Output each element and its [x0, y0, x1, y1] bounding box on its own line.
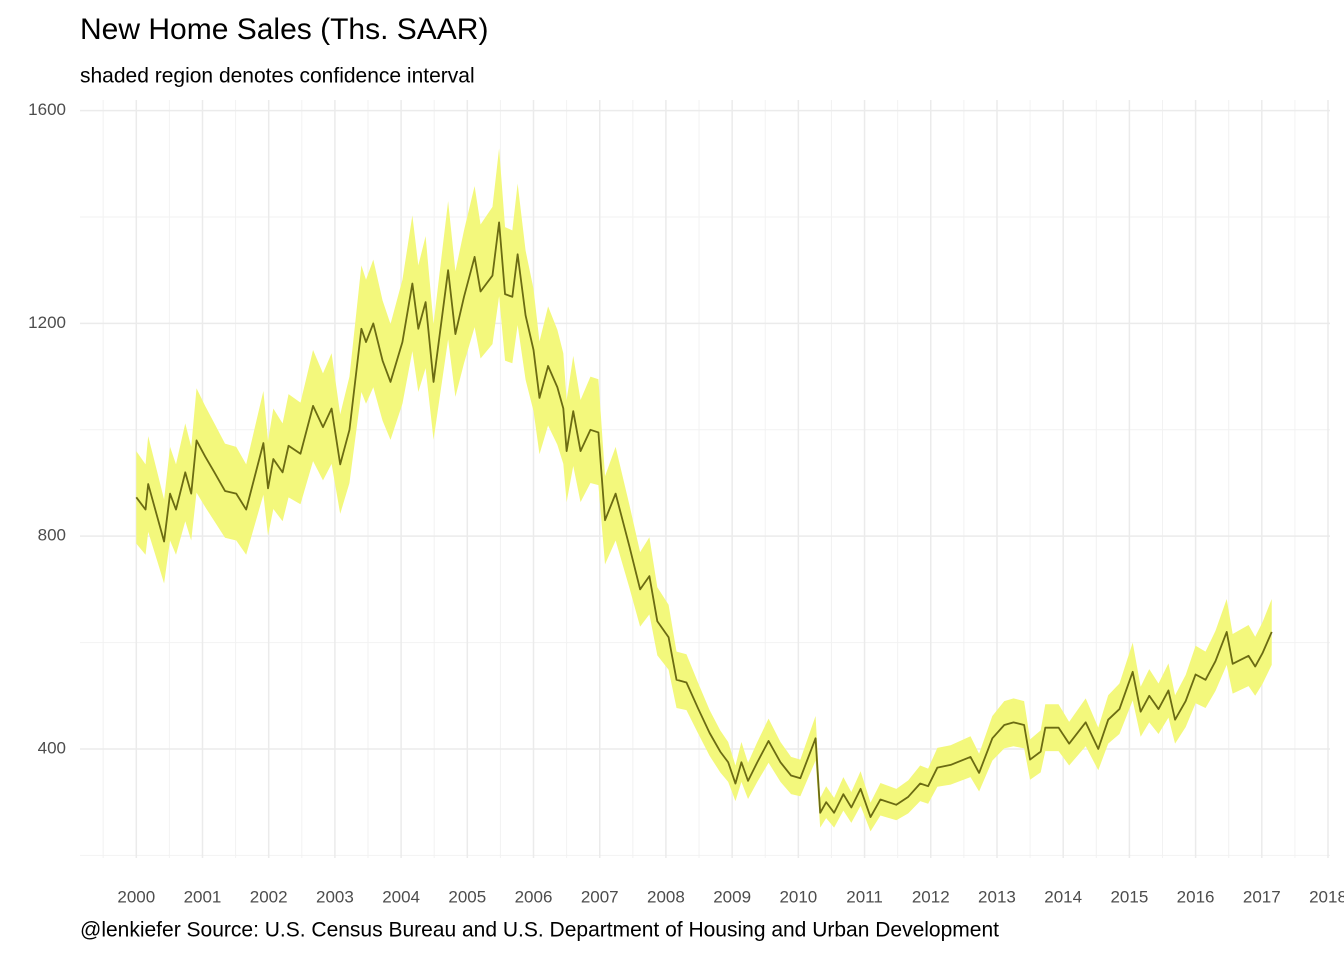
y-tick-label: 1600	[28, 100, 66, 119]
x-tick-label: 2016	[1177, 887, 1215, 906]
y-tick-label: 400	[38, 738, 66, 757]
x-tick-label: 2011	[846, 887, 883, 906]
x-tick-label: 2015	[1110, 887, 1148, 906]
chart-title: New Home Sales (Ths. SAAR)	[80, 13, 488, 46]
x-tick-label: 2006	[515, 887, 553, 906]
x-tick-label: 2012	[912, 887, 950, 906]
marks	[135, 148, 1273, 832]
x-tick-label: 2014	[1044, 887, 1082, 906]
x-tick-label: 2000	[117, 887, 155, 906]
y-tick-label: 1200	[28, 313, 66, 332]
x-tick-label: 2001	[184, 887, 222, 906]
confidence-band	[136, 148, 1272, 832]
x-tick-label: 2007	[581, 887, 619, 906]
chart-subtitle: shaded region denotes confidence interva…	[80, 65, 475, 88]
x-tick-label: 2008	[647, 887, 685, 906]
x-tick-label: 2002	[250, 887, 288, 906]
x-tick-label: 2010	[779, 887, 817, 906]
x-tick-label: 2004	[382, 887, 420, 906]
chart-caption: @lenkiefer Source: U.S. Census Bureau an…	[80, 919, 999, 942]
line	[135, 221, 1273, 818]
x-tick-label: 2017	[1243, 887, 1281, 906]
x-tick-label: 2003	[316, 887, 354, 906]
x-tick-label: 2018	[1309, 887, 1344, 906]
x-tick-label: 2005	[448, 887, 486, 906]
x-tick-label: 2009	[713, 887, 751, 906]
y-tick-label: 800	[38, 526, 66, 545]
x-tick-label: 2013	[978, 887, 1016, 906]
